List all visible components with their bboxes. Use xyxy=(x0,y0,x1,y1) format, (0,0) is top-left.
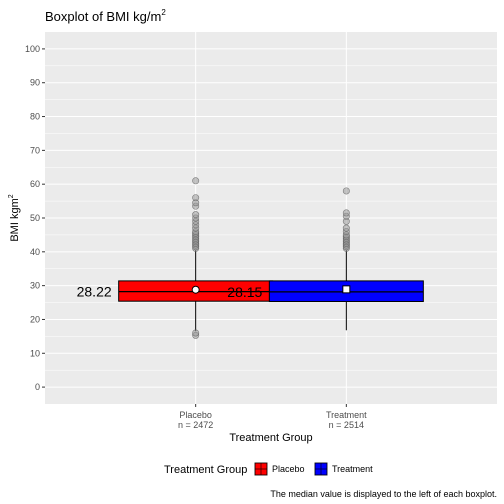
y-tick-label: 0 xyxy=(35,382,40,392)
y-tick-label: 60 xyxy=(30,179,40,189)
outlier-point xyxy=(192,194,200,202)
y-tick-label: 50 xyxy=(30,213,40,223)
median-label: 28.15 xyxy=(227,284,262,300)
y-tick-label: 40 xyxy=(30,247,40,257)
mean-marker xyxy=(342,285,351,294)
mean-marker xyxy=(191,285,200,294)
y-tick-label: 10 xyxy=(30,348,40,358)
box-treatment: 28.15 xyxy=(227,187,424,331)
outlier-point xyxy=(192,177,200,185)
legend-label-treatment: Treatment xyxy=(332,464,373,474)
x-axis-title: Treatment Group xyxy=(229,432,312,444)
legend-label-placebo: Placebo xyxy=(272,464,305,474)
outlier-point xyxy=(342,209,350,217)
y-tick-label: 90 xyxy=(30,78,40,88)
median-label: 28.22 xyxy=(77,284,112,300)
x-tick-count: n = 2514 xyxy=(329,420,364,430)
y-tick-label: 30 xyxy=(30,281,40,291)
x-tick-count: n = 2472 xyxy=(178,420,213,430)
y-axis-title: BMI kgm2 xyxy=(8,194,21,241)
legend-title: Treatment Group xyxy=(164,464,247,476)
y-axis-ticks: 0 10 20 30 40 50 60 70 80 90 100 xyxy=(25,44,45,392)
y-tick-label: 20 xyxy=(30,314,40,324)
caption: The median value is displayed to the lef… xyxy=(270,489,497,499)
y-tick-label: 100 xyxy=(25,44,40,54)
box-placebo: 28.22 xyxy=(77,177,274,339)
y-tick-label: 70 xyxy=(30,145,40,155)
boxes: 28.22 28.15 xyxy=(77,177,424,339)
minor-gridlines xyxy=(45,65,497,371)
outlier-point xyxy=(342,224,350,232)
chart-title: Boxplot of BMI kg/m2 xyxy=(45,8,166,24)
outlier-point xyxy=(192,211,200,219)
outlier-point xyxy=(342,187,350,195)
y-tick-label: 80 xyxy=(30,112,40,122)
x-tick-label: Placebo xyxy=(179,410,212,420)
x-tick-label: Treatment xyxy=(326,410,367,420)
outlier-point xyxy=(192,329,200,337)
legend: Treatment Group Placebo Treatment xyxy=(164,462,373,476)
